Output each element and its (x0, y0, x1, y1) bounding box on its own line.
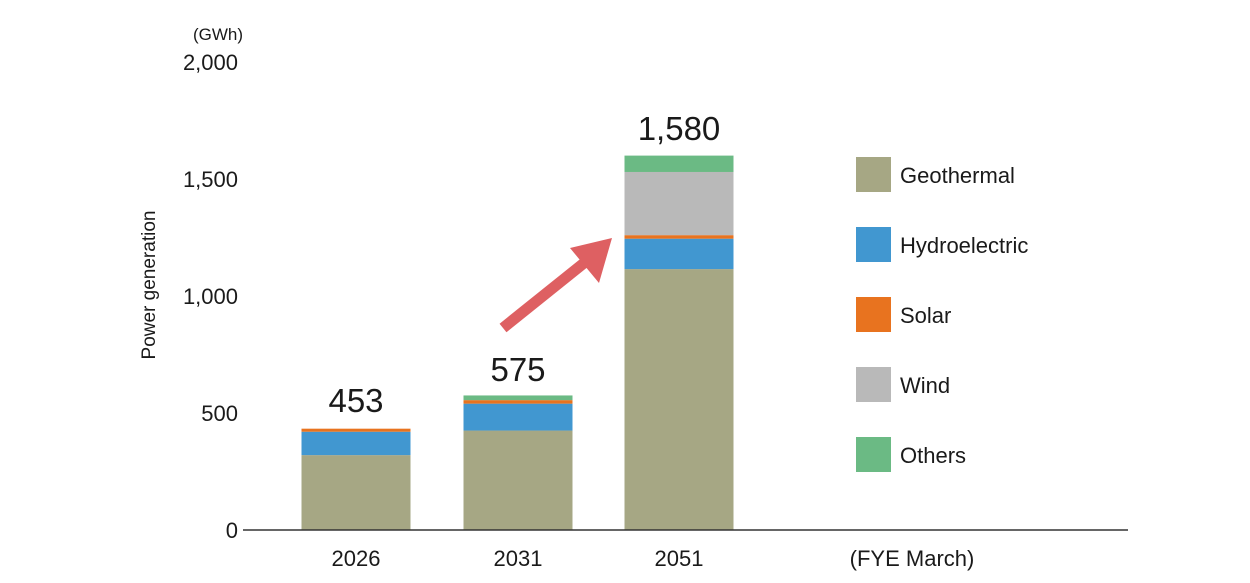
legend-swatch-hydroelectric (856, 227, 891, 262)
bar-total-label: 453 (328, 382, 383, 419)
legend-label-others: Others (900, 443, 966, 468)
growth-arrow-head (570, 238, 612, 283)
bars-group (301, 155, 734, 530)
bar-total-label: 1,580 (638, 110, 721, 147)
bar-segment-geothermal-2051 (624, 269, 734, 530)
bar-segment-solar-2031 (463, 400, 573, 404)
growth-arrow-shaft (499, 258, 588, 333)
legend-swatch-others (856, 437, 891, 472)
y-tick-label: 1,000 (183, 284, 238, 309)
x-tick-label: 2051 (655, 546, 704, 571)
bar-segment-geothermal-2031 (463, 430, 573, 530)
bar-segment-others-2051 (624, 155, 734, 172)
bar-segment-wind-2051 (624, 171, 734, 236)
y-axis-title: Power generation (139, 211, 160, 360)
legend-swatch-wind (856, 367, 891, 402)
x-tick-label: 2026 (332, 546, 381, 571)
x-axis-note: (FYE March) (850, 546, 975, 571)
legend-swatch-solar (856, 297, 891, 332)
bar-segment-geothermal-2026 (301, 455, 411, 530)
bar-segment-others-2031 (463, 395, 573, 401)
y-tick-label: 2,000 (183, 50, 238, 75)
bar-segment-solar-2026 (301, 428, 411, 432)
bar-totals: 453 575 1,580 (328, 110, 720, 419)
legend-label-hydroelectric: Hydroelectric (900, 233, 1028, 258)
legend: Geothermal Hydroelectric Solar Wind Others (856, 157, 1028, 472)
x-tick-label: 2031 (494, 546, 543, 571)
legend-swatch-geothermal (856, 157, 891, 192)
bar-segment-hydroelectric-2051 (624, 238, 734, 270)
legend-label-solar: Solar (900, 303, 951, 328)
y-tick-label: 0 (226, 518, 238, 543)
growth-arrow (499, 238, 612, 333)
y-tick-label: 500 (201, 401, 238, 426)
bar-segment-solar-2051 (624, 235, 734, 239)
y-axis-unit: (GWh) (193, 25, 243, 44)
bar-total-label: 575 (490, 351, 545, 388)
y-tick-label: 1,500 (183, 167, 238, 192)
x-axis: 2026 2031 2051 (332, 546, 704, 571)
legend-label-geothermal: Geothermal (900, 163, 1015, 188)
bar-segment-hydroelectric-2026 (301, 431, 411, 456)
y-axis: 0 500 1,000 1,500 2,000 (183, 50, 238, 543)
legend-label-wind: Wind (900, 373, 950, 398)
bar-segment-hydroelectric-2031 (463, 403, 573, 431)
